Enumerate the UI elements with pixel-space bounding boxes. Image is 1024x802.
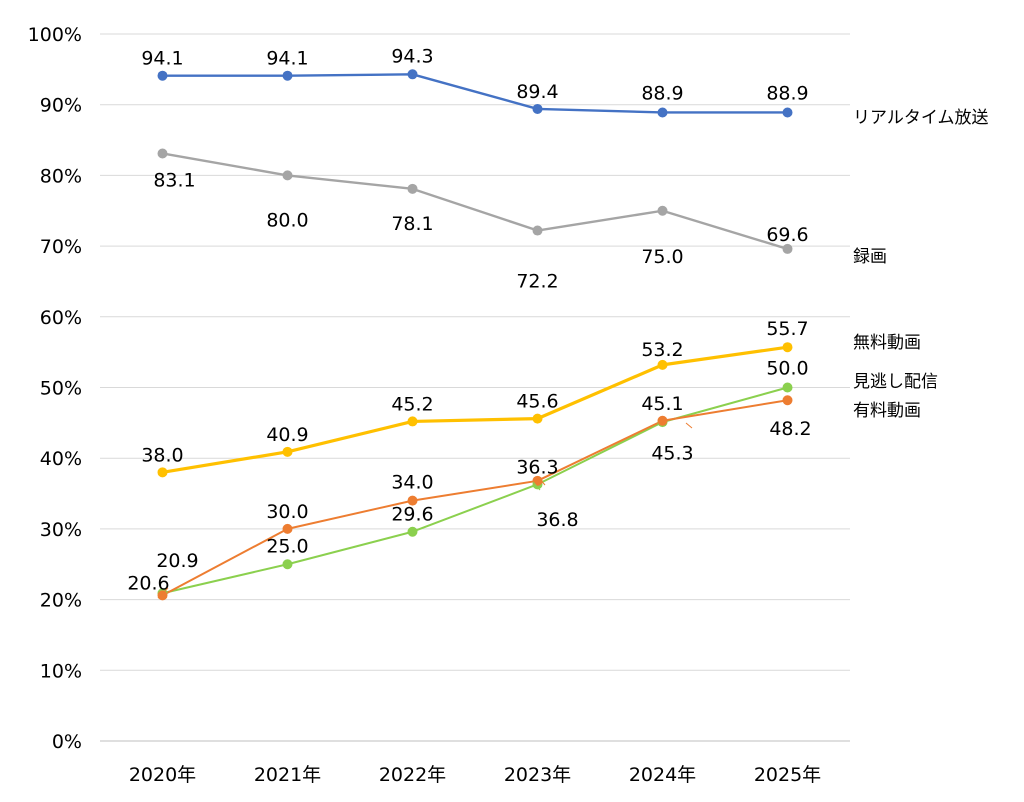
x-tick-label: 2024年 xyxy=(629,764,696,786)
series-name-label: 見逃し配信 xyxy=(853,372,938,392)
data-label: 53.2 xyxy=(641,339,683,361)
x-axis-tick-labels: 2020年 2021年 2022年 2023年 2024年 2025年 xyxy=(129,764,821,786)
data-point xyxy=(657,205,668,216)
y-tick-label: 60% xyxy=(40,307,82,329)
y-tick-label: 30% xyxy=(40,519,82,541)
data-label: 20.6 xyxy=(127,572,169,594)
series-line xyxy=(162,152,788,251)
data-label: 94.1 xyxy=(141,48,183,70)
data-point xyxy=(782,382,793,393)
data-label: 36.8 xyxy=(536,509,578,531)
data-label: 88.9 xyxy=(641,82,683,104)
data-label: 72.2 xyxy=(516,271,558,293)
data-label: 45.1 xyxy=(641,393,683,415)
data-label: 48.2 xyxy=(769,418,811,440)
x-tick-label: 2025年 xyxy=(754,764,821,786)
data-label: 94.3 xyxy=(391,45,433,67)
data-point xyxy=(407,526,418,537)
data-label: 78.1 xyxy=(391,213,433,235)
data-point xyxy=(407,69,418,80)
y-tick-label: 90% xyxy=(40,95,82,117)
data-point xyxy=(282,170,293,181)
data-label: 89.4 xyxy=(516,81,558,103)
data-point xyxy=(407,495,418,506)
data-point xyxy=(657,107,668,118)
data-labels: 94.1 94.1 94.3 89.4 88.9 88.9 83.1 80.0 78.1 72.2… xyxy=(127,45,812,599)
data-label: 25.0 xyxy=(266,535,308,557)
x-tick-label: 2022年 xyxy=(379,764,446,786)
y-tick-label: 100% xyxy=(28,24,82,46)
data-label: 30.0 xyxy=(266,501,308,523)
data-point xyxy=(157,70,168,81)
data-point xyxy=(782,342,793,353)
data-label: 45.3 xyxy=(651,443,693,465)
x-tick-label: 2020年 xyxy=(129,764,196,786)
label-leader-line xyxy=(532,481,541,491)
data-point xyxy=(407,183,418,194)
x-tick-label: 2021年 xyxy=(254,764,321,786)
data-point xyxy=(657,359,668,370)
data-label: 34.0 xyxy=(391,472,433,494)
series-name-label: 無料動画 xyxy=(853,333,921,353)
series-name-label: リアルタイム放送 xyxy=(853,108,989,128)
data-point xyxy=(157,590,168,601)
data-label: 80.0 xyxy=(266,209,308,231)
data-label: 69.6 xyxy=(766,224,808,246)
label-leader-line xyxy=(537,476,546,486)
data-point xyxy=(532,413,543,424)
series-name-label: 有料動画 xyxy=(853,401,921,421)
data-label: 29.6 xyxy=(391,504,433,526)
data-label: 20.9 xyxy=(156,550,198,572)
data-point xyxy=(282,523,293,534)
y-tick-label: 80% xyxy=(40,165,82,187)
data-label: 36.3 xyxy=(516,456,558,478)
data-label: 45.6 xyxy=(516,391,558,413)
y-tick-label: 0% xyxy=(52,731,82,753)
grid-lines xyxy=(100,33,850,742)
data-point xyxy=(157,467,168,478)
data-label: 45.2 xyxy=(391,393,433,415)
data-label: 75.0 xyxy=(641,246,683,268)
y-tick-label: 70% xyxy=(40,236,82,258)
data-label: 94.1 xyxy=(266,48,308,70)
data-point xyxy=(657,415,668,426)
data-label: 38.0 xyxy=(141,444,183,466)
data-point xyxy=(282,559,293,570)
data-point xyxy=(407,416,418,427)
y-axis-tick-labels: 0% 10% 20% 30% 40% 50% 60% 70% 80% 90% 100% xyxy=(28,24,82,753)
data-point xyxy=(782,395,793,406)
label-leader-line xyxy=(157,587,169,599)
series-line xyxy=(162,73,788,114)
data-point xyxy=(532,475,543,486)
data-point xyxy=(782,107,793,118)
data-point xyxy=(282,446,293,457)
data-label: 83.1 xyxy=(153,169,195,191)
y-tick-label: 40% xyxy=(40,448,82,470)
y-tick-label: 10% xyxy=(40,660,82,682)
data-point xyxy=(282,70,293,81)
series-markers xyxy=(157,69,793,601)
data-label: 50.0 xyxy=(766,358,808,380)
data-label: 55.7 xyxy=(766,318,808,340)
data-point xyxy=(532,225,543,236)
data-label: 88.9 xyxy=(766,82,808,104)
label-leader-line xyxy=(685,422,693,429)
series-name-label: 録画 xyxy=(853,247,887,267)
series-line xyxy=(162,345,788,474)
series-lines xyxy=(162,73,788,597)
data-point xyxy=(532,103,543,114)
x-tick-label: 2023年 xyxy=(504,764,571,786)
y-tick-label: 20% xyxy=(40,590,82,612)
data-point xyxy=(782,243,793,254)
data-point xyxy=(157,148,168,159)
series-line xyxy=(162,399,788,597)
data-label: 40.9 xyxy=(266,424,308,446)
y-tick-label: 50% xyxy=(40,378,82,400)
